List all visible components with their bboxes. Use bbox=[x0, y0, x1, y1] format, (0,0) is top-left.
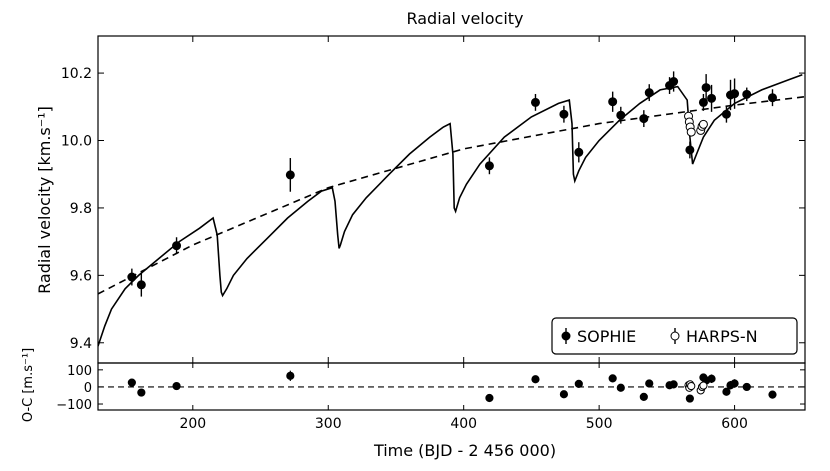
sophie-point bbox=[685, 145, 695, 155]
legend-sophie-marker bbox=[561, 331, 571, 341]
sophie-point bbox=[698, 97, 708, 107]
main-y-axis-label: Radial velocity [km.s⁻¹] bbox=[35, 106, 54, 294]
main-panel-frame bbox=[97, 35, 806, 364]
residuals-panel-frame bbox=[97, 362, 806, 411]
sophie-point bbox=[669, 77, 679, 87]
sophie-residual-point bbox=[707, 374, 716, 383]
sophie-point bbox=[484, 161, 494, 171]
x-axis-label: Time (BJD - 2 456 000) bbox=[373, 441, 556, 460]
sophie-point bbox=[701, 83, 711, 93]
sophie-point bbox=[127, 272, 137, 282]
main-y-tick-label: 10.0 bbox=[61, 134, 92, 150]
harps-n-point bbox=[698, 119, 708, 129]
sophie-point bbox=[730, 89, 740, 99]
sophie-residual-point bbox=[722, 387, 731, 396]
res-y-tick-label: 100 bbox=[67, 364, 92, 379]
sophie-point bbox=[136, 280, 146, 290]
sophie-point bbox=[608, 97, 618, 107]
sophie-point bbox=[767, 93, 777, 103]
sophie-point bbox=[644, 88, 654, 98]
sophie-residual-point bbox=[639, 392, 648, 401]
sophie-residual-point bbox=[172, 381, 181, 391]
sophie-residual-point bbox=[286, 371, 295, 380]
legend: SOPHIE HARPS-N bbox=[551, 317, 798, 355]
x-tick-label: 600 bbox=[721, 416, 748, 432]
x-tick-label: 400 bbox=[450, 416, 477, 432]
sophie-residual-point bbox=[685, 394, 694, 403]
x-tick-label: 300 bbox=[315, 416, 342, 432]
sophie-residual-point bbox=[645, 379, 654, 388]
main-y-tick-label: 9.8 bbox=[70, 201, 92, 217]
main-y-tick-label: 9.4 bbox=[70, 336, 92, 352]
sophie-point bbox=[559, 109, 569, 119]
x-tick-label: 200 bbox=[179, 416, 206, 432]
residuals-y-axis-label: O-C [m.s⁻¹] bbox=[21, 348, 36, 422]
x-tick-label: 500 bbox=[586, 416, 613, 432]
residuals-panel: 200 300 400 500 600 −100 0 100 bbox=[56, 362, 806, 432]
legend-sophie-label: SOPHIE bbox=[577, 327, 636, 346]
sophie-point bbox=[574, 147, 584, 157]
res-y-tick-label: −100 bbox=[56, 398, 92, 413]
legend-harps-n-marker bbox=[670, 331, 680, 341]
main-panel: 9.4 9.6 9.8 10.0 10.2 bbox=[61, 35, 806, 364]
sophie-residual-point bbox=[616, 383, 625, 392]
sophie-residual-point bbox=[137, 388, 146, 397]
sophie-residual-point bbox=[559, 390, 569, 399]
sophie-point bbox=[172, 241, 182, 251]
chart-title: Radial velocity bbox=[406, 9, 523, 28]
sophie-point bbox=[530, 97, 540, 107]
res-y-tick-label: 0 bbox=[84, 381, 92, 396]
harps-n-point bbox=[686, 127, 696, 137]
legend-harps-n-label: HARPS-N bbox=[686, 327, 758, 346]
sophie-residual-point bbox=[127, 378, 136, 387]
sophie-residual-point bbox=[669, 380, 678, 389]
sophie-point bbox=[616, 110, 626, 120]
sophie-residual-point bbox=[742, 382, 751, 392]
sophie-point bbox=[707, 93, 717, 103]
sophie-point bbox=[639, 114, 649, 124]
sophie-point bbox=[285, 170, 295, 180]
sophie-point bbox=[742, 89, 752, 99]
sophie-residual-point bbox=[574, 379, 583, 388]
harps-n-residual-point bbox=[687, 381, 696, 391]
sophie-residual-point bbox=[608, 374, 617, 383]
sophie-residual-point bbox=[768, 390, 777, 399]
main-y-tick-label: 9.6 bbox=[70, 268, 92, 284]
sophie-residual-point bbox=[531, 375, 540, 384]
sophie-residual-point bbox=[730, 379, 739, 388]
main-y-tick-label: 10.2 bbox=[61, 66, 92, 82]
sophie-point bbox=[721, 109, 731, 119]
sophie-residual-point bbox=[485, 393, 494, 403]
orbit-curve bbox=[98, 74, 803, 347]
harps-n-residual-point bbox=[699, 381, 708, 390]
